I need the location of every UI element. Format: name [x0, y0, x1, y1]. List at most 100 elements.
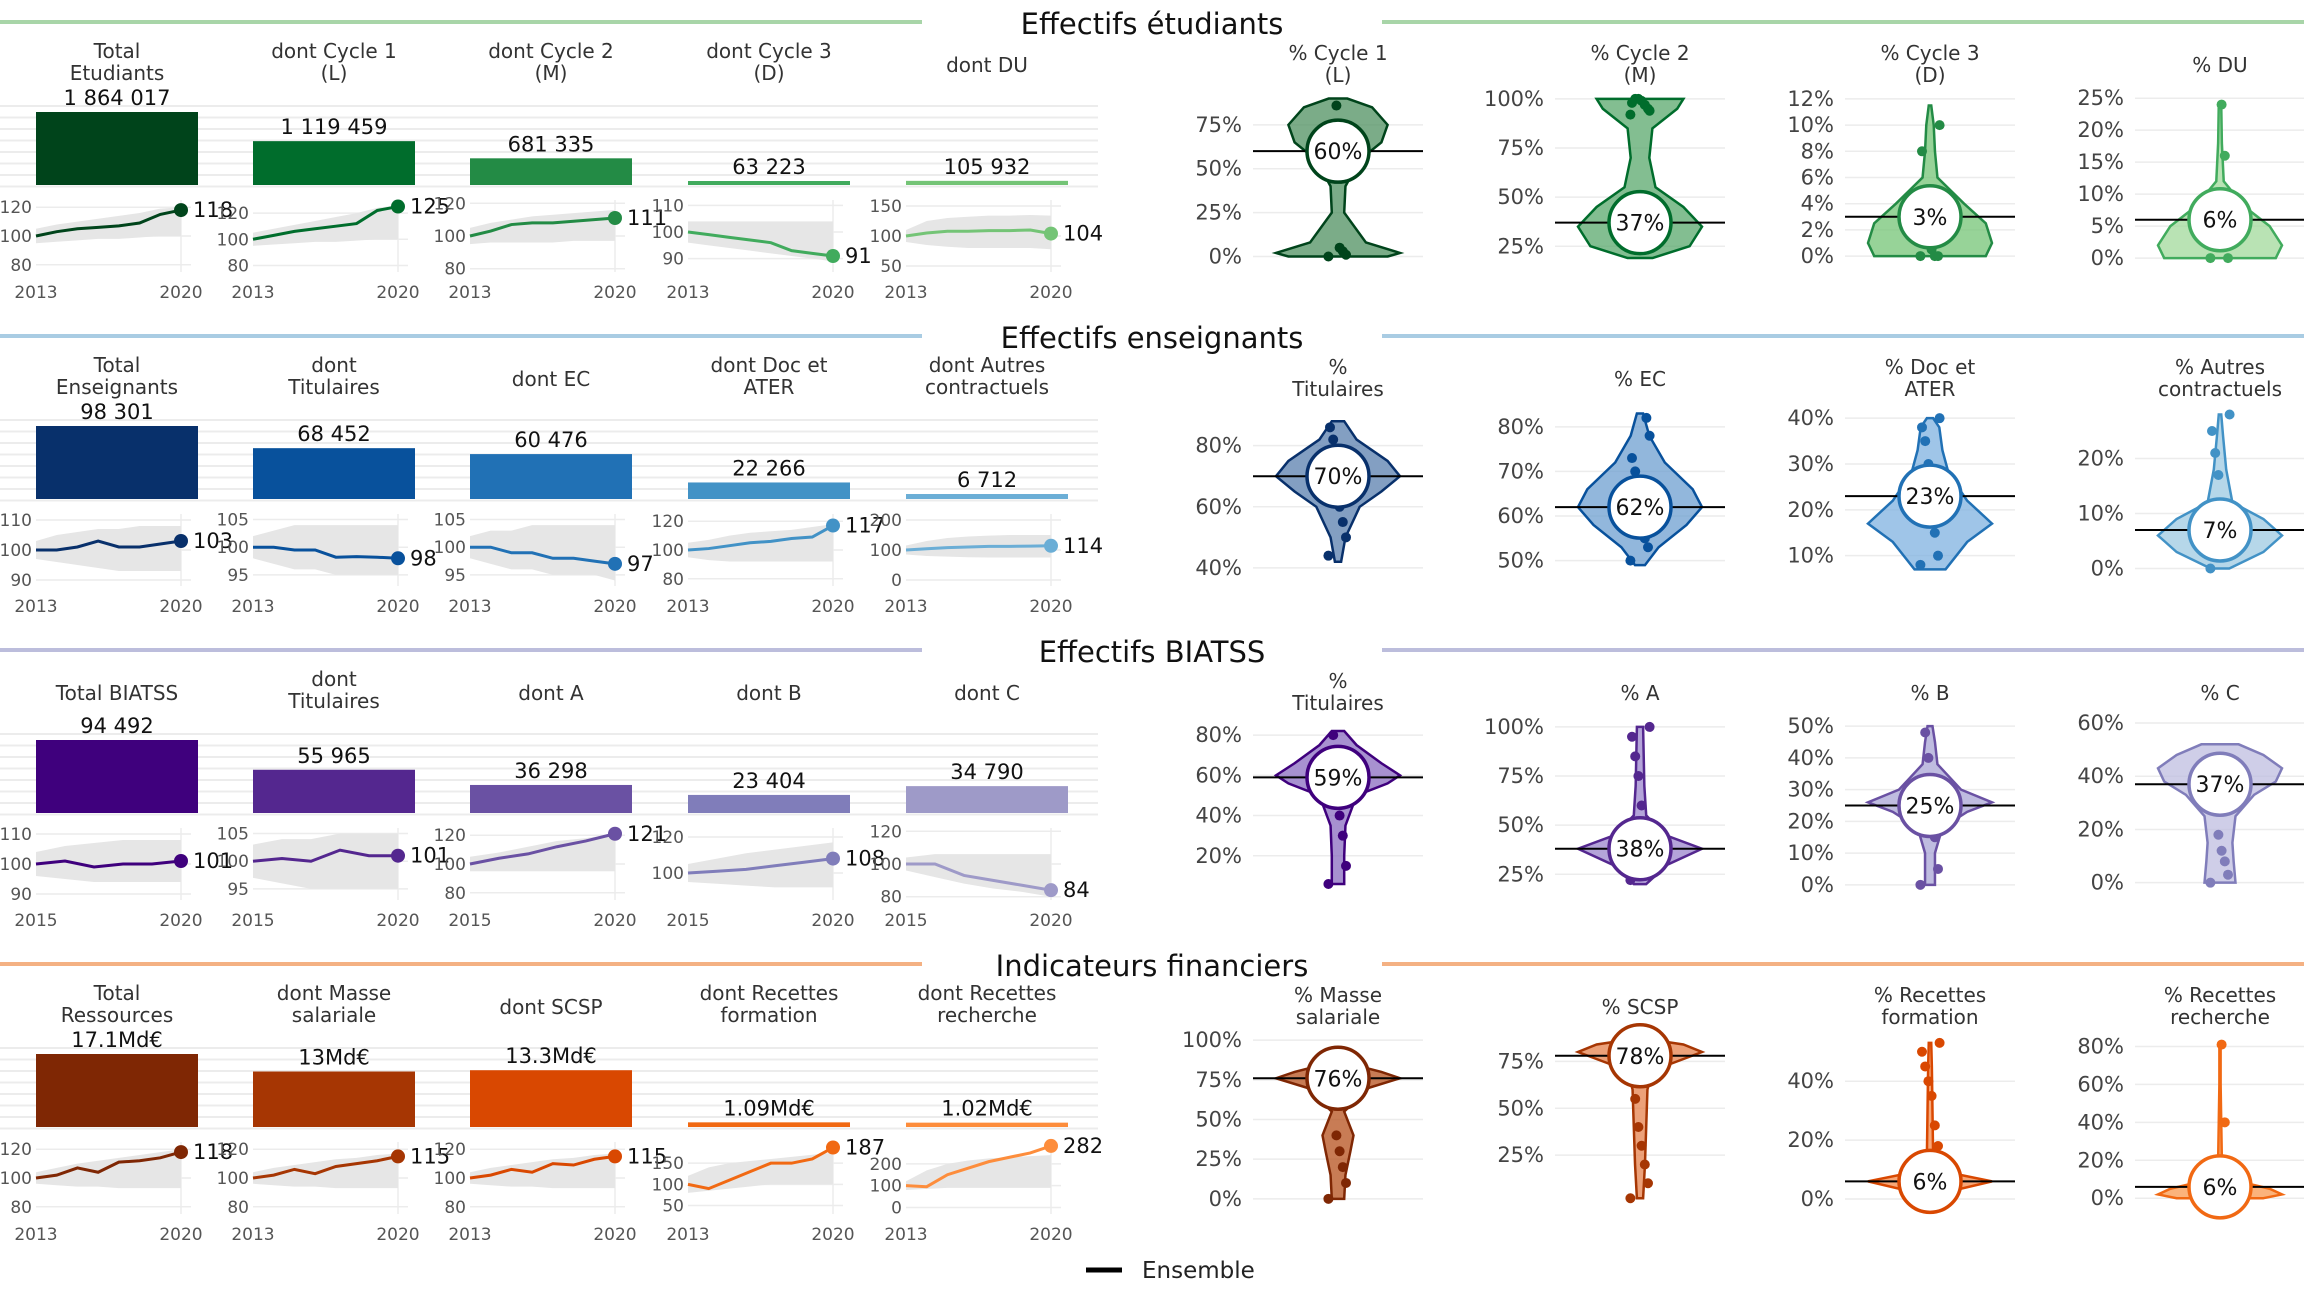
violin-point: [2213, 470, 2224, 480]
violin-point: [1337, 517, 1348, 528]
trend-range-band: [36, 840, 181, 882]
bar-label: Total BIATSS: [55, 681, 178, 705]
trend-x-end: 2020: [593, 911, 636, 931]
bar: [470, 454, 632, 499]
trend-tick-label: 80: [444, 260, 466, 280]
violin-point: [2216, 845, 2227, 856]
bar-label: dont SCSP: [499, 995, 602, 1019]
trend-end-point: [608, 1149, 622, 1164]
bar-value-label: 34 790: [950, 760, 1023, 784]
violin-tick-label: 75%: [1195, 113, 1242, 137]
median-label: 7%: [2203, 519, 2238, 544]
trend-end-point: [826, 249, 840, 263]
violin-label: % Doc et: [1885, 355, 1976, 379]
bar: [688, 181, 850, 185]
trend-end-label: 187: [845, 1136, 885, 1160]
bar-label: contractuels: [925, 375, 1049, 399]
violin-point: [1639, 1159, 1650, 1170]
violin-tick-label: 50%: [1497, 1096, 1544, 1120]
violin-tick-label: 0%: [1801, 1187, 1834, 1211]
trend-x-start: 2013: [231, 1225, 274, 1245]
violin-label: Titulaires: [1291, 691, 1384, 715]
violin-tick-label: 20%: [2077, 118, 2124, 142]
violin-point: [1915, 879, 1926, 890]
violin-label: % DU: [2192, 53, 2247, 77]
trend-line: [469, 1154, 616, 1180]
violin-tick-label: 10%: [2077, 182, 2124, 206]
bar-label: Ressources: [61, 1003, 174, 1027]
violin-tick-label: 30%: [1787, 452, 1834, 476]
median-label: 78%: [1616, 1045, 1665, 1070]
section-3: Indicateurs financiers TotalRessources17.…: [0, 949, 2304, 1245]
violin-point: [2216, 99, 2227, 110]
trend-end-point: [1044, 883, 1058, 898]
bar-label: Titulaires: [287, 375, 380, 399]
bar-label: (L): [321, 61, 348, 85]
violin-tick-label: 50%: [1497, 549, 1544, 573]
median-marker: [1897, 772, 1963, 839]
trend-range-band: [906, 854, 1051, 897]
violin-tick-label: 2%: [1801, 218, 1834, 242]
violin-tick-label: 0%: [2091, 871, 2124, 895]
violin-shape: [1867, 1041, 1993, 1201]
bar: [906, 180, 1068, 185]
bar-label: dont Cycle 2: [488, 39, 614, 63]
median-marker: [1607, 474, 1673, 540]
bar-label: dont: [311, 353, 357, 377]
violin-label: %: [1328, 355, 1347, 379]
violin-tick-label: 60%: [2077, 711, 2124, 735]
bar-label: dont Cycle 1: [271, 39, 397, 63]
trend-x-start: 2013: [884, 597, 927, 617]
violin-label: % Masse: [1294, 983, 1382, 1007]
bar-label: Titulaires: [287, 689, 380, 713]
trend-end-label: 101: [410, 844, 450, 868]
violin-label: % B: [1910, 681, 1949, 705]
trend-end-point: [1044, 226, 1058, 241]
violin-point: [1923, 752, 1934, 763]
trend-tick-label: 120: [217, 1140, 249, 1160]
trend-tick-label: 105: [217, 825, 249, 845]
trend-x-start: 2013: [14, 283, 57, 303]
trend-tick-label: 150: [870, 197, 902, 217]
violin-tick-label: 60%: [1195, 495, 1242, 519]
violin-point: [2219, 1117, 2230, 1128]
violin-label: (M): [1624, 63, 1657, 87]
bar-value-label: 1 864 017: [64, 86, 171, 110]
violin-point: [1917, 1046, 1927, 1057]
bar-label: dont Recettes: [700, 981, 839, 1005]
violin-tick-label: 25%: [2077, 86, 2124, 110]
violin-tick-label: 0%: [2091, 246, 2124, 270]
trend-x-end: 2020: [159, 911, 202, 931]
violin-tick-label: 15%: [2077, 150, 2124, 174]
trend-end-point: [391, 199, 405, 214]
bar-value-label: 94 492: [80, 714, 153, 738]
median-marker: [1305, 443, 1371, 509]
bar-value-label: 98 301: [80, 400, 153, 424]
violin-label: % Cycle 1: [1288, 41, 1387, 65]
bar-label: Total: [93, 981, 141, 1005]
trend-end-point: [1044, 1138, 1058, 1153]
trend-tick-label: 100: [652, 541, 684, 561]
violin-tick-label: 20%: [1787, 1128, 1834, 1152]
trend-x-start: 2013: [666, 283, 709, 303]
median-label: 6%: [1913, 1170, 1948, 1195]
bar: [470, 158, 632, 185]
violin-tick-label: 25%: [1497, 862, 1544, 886]
violin-tick-label: 40%: [1787, 406, 1834, 430]
violin-tick-label: 100%: [1182, 1028, 1242, 1052]
violin-tick-label: 5%: [2091, 214, 2124, 238]
violin-tick-label: 40%: [1195, 556, 1242, 580]
violin-label: %: [1328, 669, 1347, 693]
trend-tick-label: 50: [662, 1197, 684, 1217]
violin-tick-label: 20%: [1195, 844, 1242, 868]
violin-tick-label: 75%: [1497, 1049, 1544, 1073]
violin-point: [1933, 863, 1943, 874]
trend-end-point: [391, 848, 405, 863]
violin-label: % Recettes: [2164, 983, 2276, 1007]
violin-point: [1644, 105, 1655, 116]
bar-label: dont DU: [946, 53, 1028, 77]
trend-range-band: [470, 209, 615, 245]
median-marker: [2187, 1154, 2253, 1220]
trend-end-point: [391, 551, 405, 566]
